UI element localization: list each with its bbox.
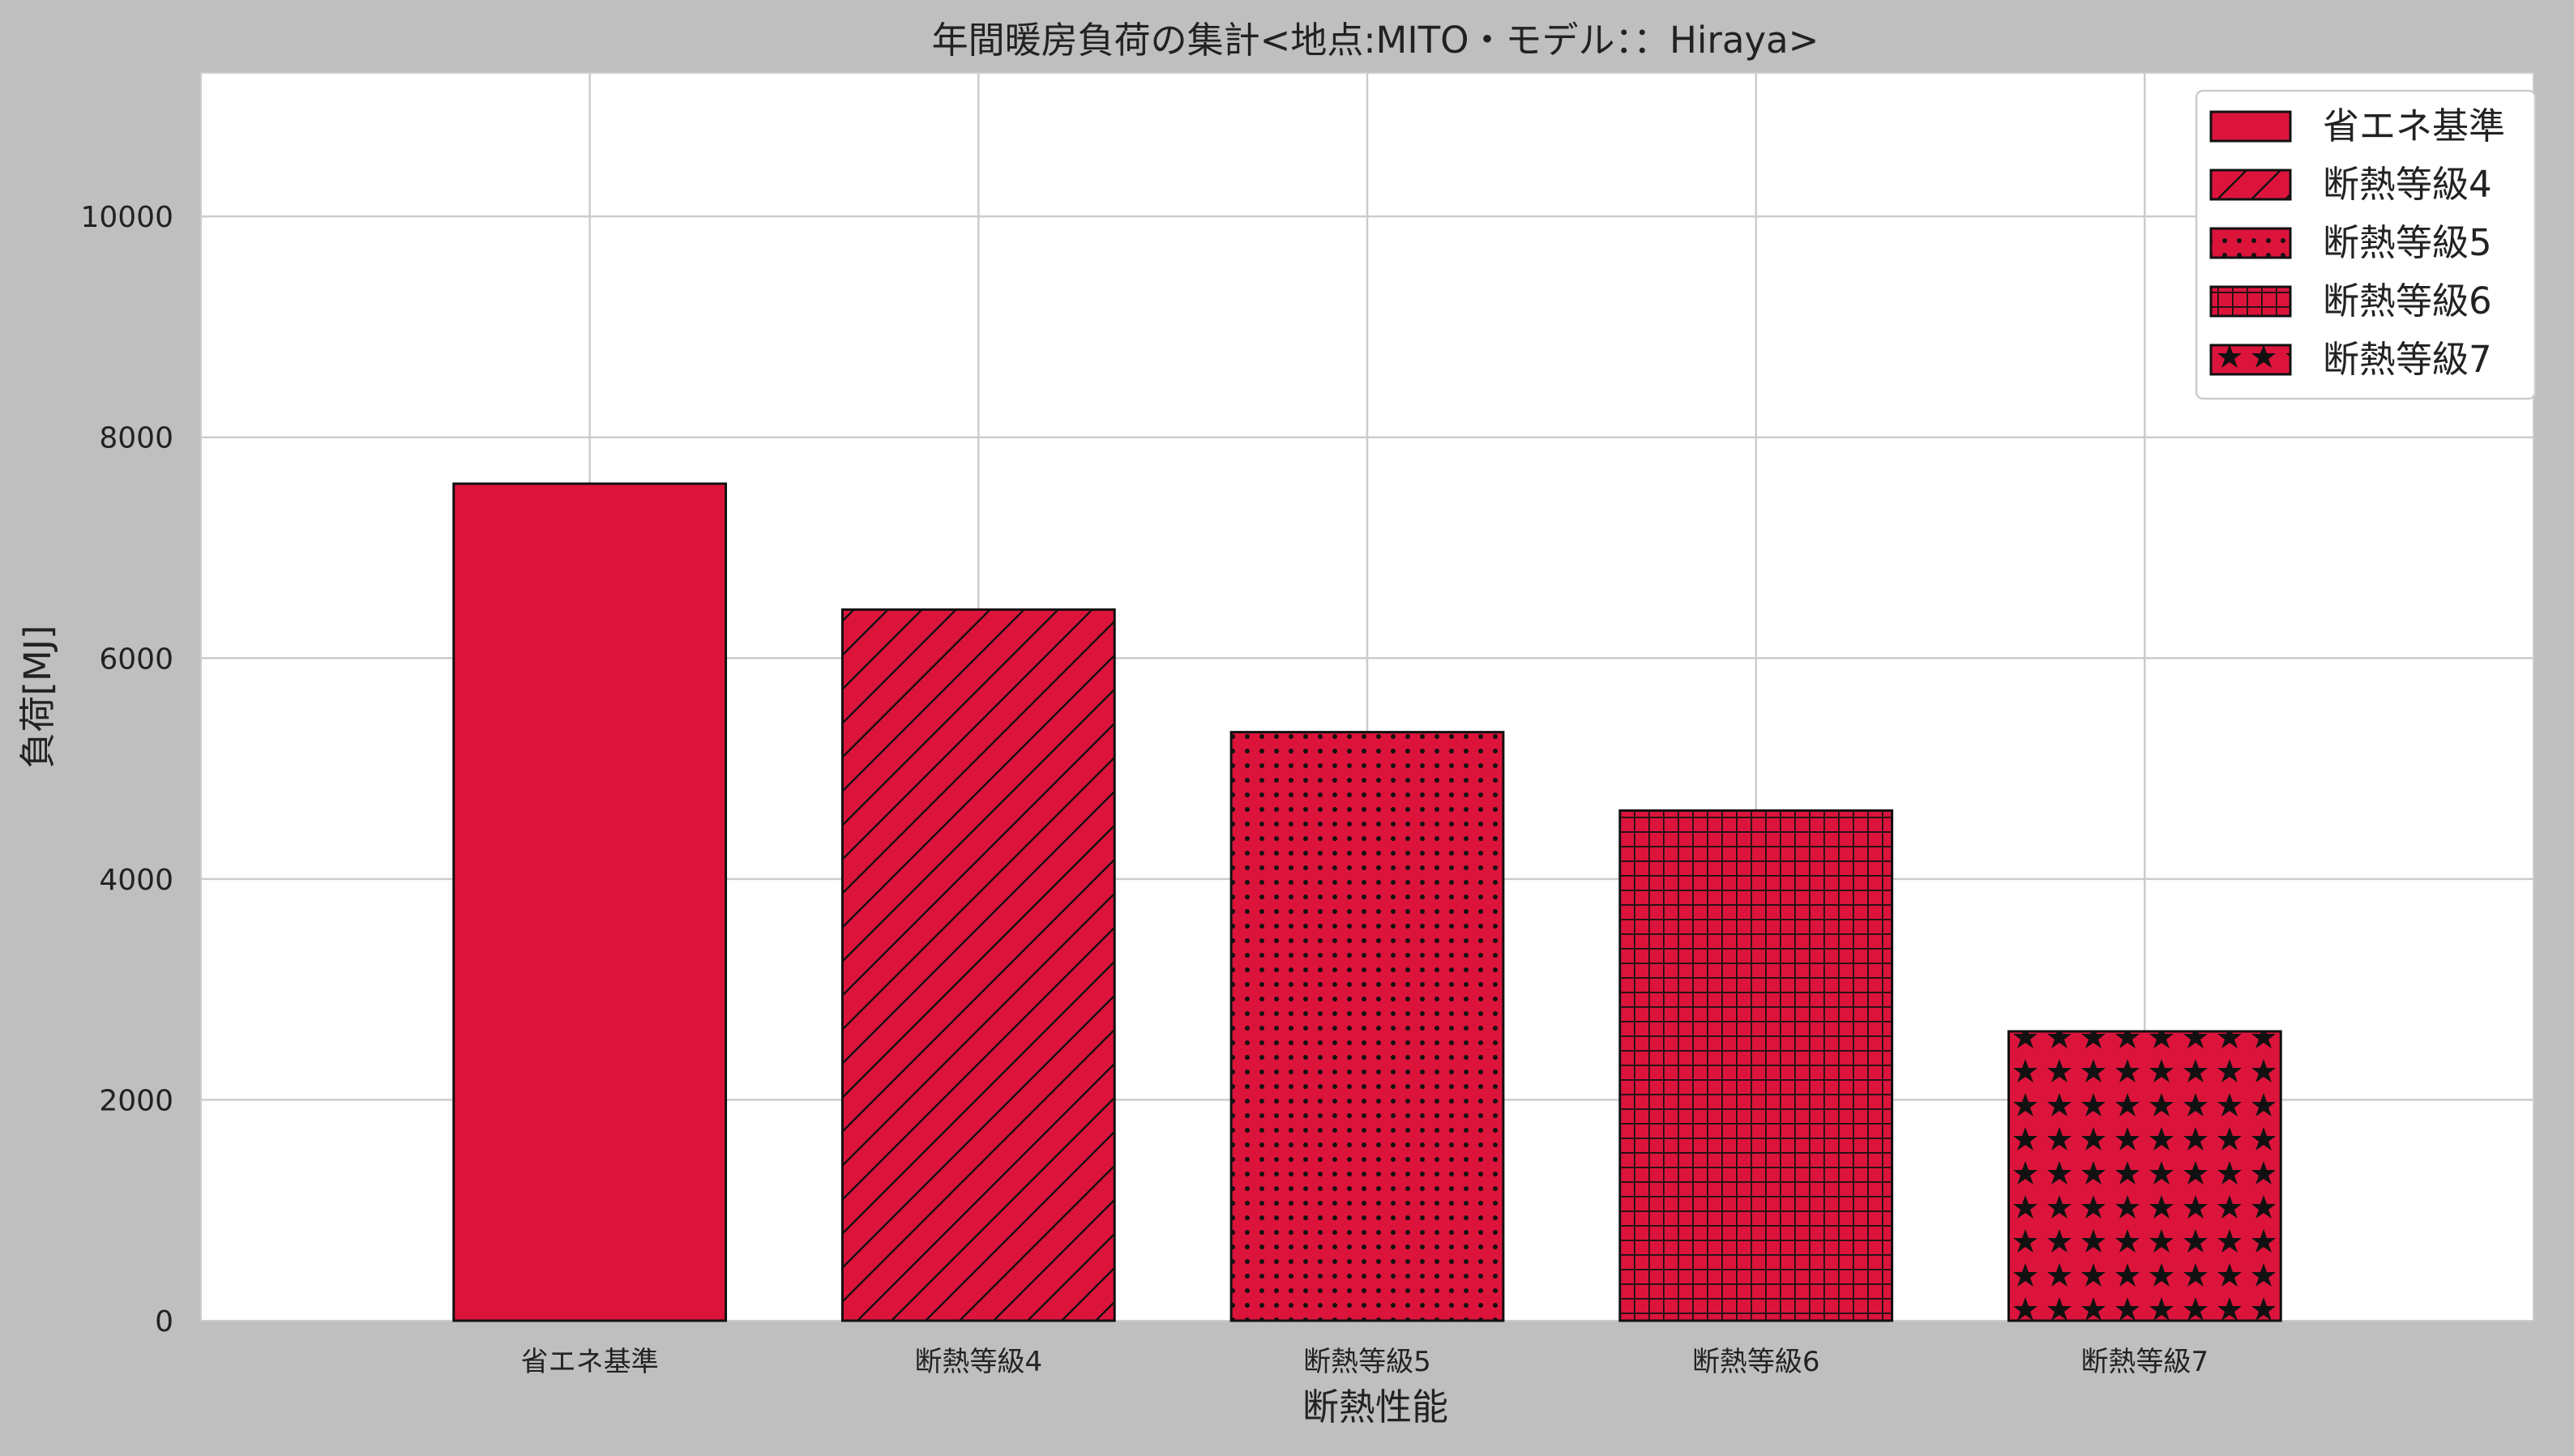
x-tick-label: 断熱等級4 <box>915 1346 1043 1378</box>
x-tick-label: 断熱等級6 <box>1692 1346 1820 1378</box>
legend-swatch-1 <box>2209 110 2292 143</box>
legend-label-5: 断熱等級7 <box>2323 338 2492 381</box>
legend-swatch-4 <box>2209 285 2292 318</box>
bars <box>452 482 2282 1322</box>
legend-label-4: 断熱等級6 <box>2323 280 2492 322</box>
legend-label-3: 断熱等級5 <box>2323 221 2492 264</box>
legend-swatch-5 <box>2209 344 2292 376</box>
x-tick-label: 断熱等級5 <box>1303 1346 1431 1378</box>
legend-swatch-3 <box>2209 227 2292 259</box>
bar-3 <box>1229 731 1505 1322</box>
bar-1 <box>452 482 728 1322</box>
x-tick-label: 省エネ基準 <box>521 1346 659 1378</box>
bar-2 <box>840 608 1116 1322</box>
legend-label-2: 断熱等級4 <box>2323 163 2492 206</box>
y-axis-label: 負荷[MJ] <box>16 625 59 768</box>
y-tick-label: 8000 <box>99 422 173 455</box>
y-tick-label: 2000 <box>99 1084 173 1117</box>
y-tick-label: 0 <box>155 1305 173 1339</box>
legend-swatch-2 <box>2209 169 2292 201</box>
y-tick-label: 4000 <box>99 864 173 897</box>
x-axis-ticks: 省エネ基準 断熱等級4 断熱等級5 断熱等級6 断熱等級7 <box>521 1346 2208 1378</box>
chart-title: 年間暖房負荷の集計<地点:MITO・モデル：：Hiraya> <box>932 19 1819 62</box>
legend-box <box>2195 89 2537 400</box>
legend-label-1: 省エネ基準 <box>2323 105 2505 147</box>
y-axis-ticks: 0 2000 4000 6000 8000 10000 <box>80 201 173 1339</box>
bar-4 <box>1618 809 1894 1322</box>
x-axis-label: 断熱性能 <box>1302 1386 1448 1428</box>
bar-5 <box>2007 1030 2282 1322</box>
y-tick-label: 6000 <box>99 643 173 676</box>
x-tick-label: 断熱等級7 <box>2081 1346 2209 1378</box>
y-tick-label: 10000 <box>80 201 173 234</box>
